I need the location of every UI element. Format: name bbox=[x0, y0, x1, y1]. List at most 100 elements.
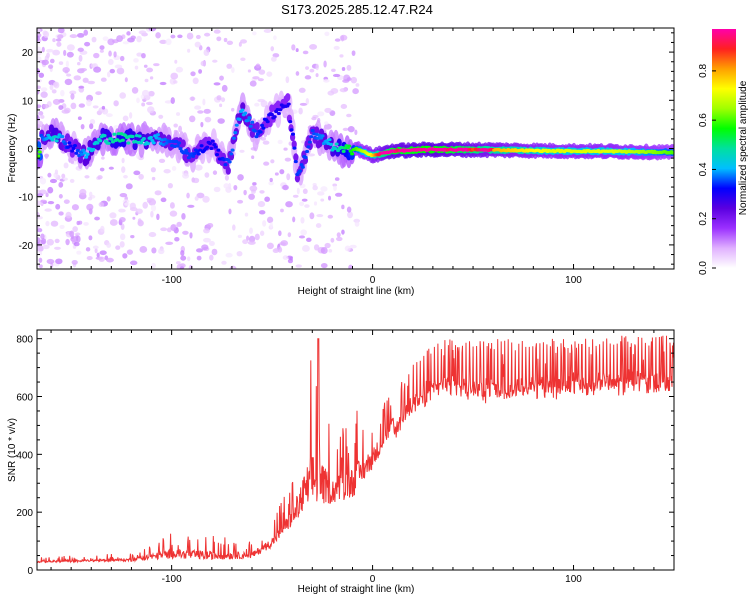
spectrogram-speckle bbox=[165, 38, 172, 46]
spectrogram-speckle bbox=[231, 66, 235, 73]
spectrogram-speckle bbox=[244, 212, 249, 217]
spectrogram-speckle bbox=[189, 96, 196, 101]
spectrogram-speckle bbox=[320, 198, 325, 202]
spectrogram-speckle bbox=[101, 156, 105, 160]
spectrogram-speckle bbox=[151, 176, 156, 181]
snr-frame bbox=[36, 329, 675, 571]
spectrogram-speckle bbox=[92, 105, 99, 109]
spectrogram-speckle bbox=[301, 198, 308, 202]
spectrogram-speckle bbox=[141, 89, 150, 97]
spectrogram-speckle bbox=[278, 230, 282, 237]
spectrogram-ridge-core bbox=[137, 134, 142, 138]
spectrogram-ridge-core bbox=[350, 152, 355, 156]
spectrogram-speckle bbox=[150, 204, 157, 212]
colorbar: 0.0 0.2 0.4 0.6 0.8 Normalized spectral ampl… bbox=[698, 29, 749, 275]
spectrogram-speckle bbox=[97, 175, 103, 180]
spectrogram-speckle bbox=[331, 68, 336, 72]
spectrogram-speckle bbox=[89, 118, 96, 125]
spectrogram-speckle bbox=[252, 182, 257, 186]
spectrogram-ridge-core bbox=[231, 136, 236, 140]
spectrogram-speckle bbox=[44, 153, 49, 160]
spectrogram-ridge-core bbox=[260, 123, 265, 127]
spectrogram-speckle bbox=[106, 196, 111, 202]
spectrogram-speckle bbox=[220, 97, 226, 103]
spectrogram-speckle bbox=[315, 73, 319, 78]
spectrogram-ridge-core bbox=[245, 118, 250, 122]
spectrogram-speckle bbox=[189, 115, 196, 123]
spectrogram-speckle bbox=[254, 102, 260, 107]
spectrogram-speckle bbox=[286, 173, 291, 181]
spectrogram-ridge-core bbox=[255, 132, 260, 136]
spectrogram-speckle bbox=[122, 115, 129, 122]
spectrogram-speckle bbox=[94, 216, 100, 221]
spectrogram-speckle bbox=[351, 50, 356, 56]
spectrogram-speckle bbox=[316, 214, 324, 218]
spectrogram-speckle bbox=[259, 230, 265, 236]
spectrogram-x-ticks: -100 0 100 bbox=[50, 28, 655, 286]
spectrogram-speckle bbox=[204, 32, 211, 37]
spectrogram-speckle bbox=[78, 103, 86, 108]
spectrogram-speckle bbox=[307, 153, 315, 157]
spectrogram-ridge-core bbox=[175, 144, 180, 148]
spectrogram-speckle bbox=[285, 201, 293, 208]
spectrogram-speckle bbox=[40, 91, 48, 98]
spectrogram-ridge-core bbox=[130, 134, 135, 139]
spectrogram-speckle bbox=[37, 105, 41, 109]
spectrogram-y-tick-label: -20 bbox=[19, 241, 34, 252]
spectrogram-speckle bbox=[302, 188, 308, 195]
spectrogram-speckle bbox=[339, 54, 344, 58]
spectrogram-speckle bbox=[70, 93, 75, 100]
spectrogram-speckle bbox=[169, 202, 175, 209]
spectrogram-speckle bbox=[296, 187, 300, 195]
spectrogram-speckle bbox=[54, 169, 59, 175]
spectrogram-speckle bbox=[320, 246, 328, 254]
spectrogram-speckle bbox=[98, 202, 105, 207]
spectrogram-ridge-outer bbox=[314, 126, 320, 135]
spectrogram-ridge-core bbox=[328, 142, 333, 146]
spectrogram-speckle bbox=[113, 100, 119, 107]
spectrogram-speckle bbox=[158, 248, 165, 255]
spectrogram-speckle bbox=[38, 257, 43, 263]
spectrogram-x-tick-label: -100 bbox=[162, 275, 182, 286]
spectrogram-speckle bbox=[195, 248, 203, 253]
spectrogram-ridge-core bbox=[192, 152, 197, 156]
snr-y-ticks: 0 200 400 600 800 bbox=[16, 335, 674, 577]
spectrogram-speckle bbox=[156, 213, 160, 221]
colorbar-gradient bbox=[712, 29, 736, 268]
spectrogram-ridge-core bbox=[248, 124, 253, 128]
spectrogram-speckle bbox=[189, 232, 193, 239]
spectrogram-speckle bbox=[141, 102, 146, 107]
spectrogram-speckle bbox=[95, 91, 102, 96]
spectrogram-speckle bbox=[148, 232, 157, 238]
spectrogram-speckle bbox=[150, 167, 156, 173]
spectrogram-speckle bbox=[136, 52, 143, 57]
spectrogram-speckle bbox=[138, 173, 144, 180]
spectrogram-speckle bbox=[136, 35, 142, 43]
spectrogram-ridge-outer bbox=[291, 140, 297, 149]
spectrogram-speckle bbox=[160, 227, 168, 232]
spectrogram-speckle bbox=[249, 185, 258, 192]
spectrogram-speckle bbox=[77, 116, 82, 121]
spectrogram-speckle bbox=[126, 31, 131, 36]
spectrogram-speckle bbox=[346, 206, 352, 213]
spectrogram-speckle bbox=[143, 64, 148, 68]
spectrogram-speckle bbox=[247, 69, 252, 73]
spectrogram-speckle bbox=[106, 113, 113, 118]
spectrogram-speckle bbox=[282, 255, 289, 260]
spectrogram-speckle bbox=[257, 98, 266, 103]
spectrogram-speckle bbox=[72, 226, 78, 232]
spectrogram-speckle bbox=[37, 90, 40, 95]
spectrogram-ridge-core bbox=[216, 148, 221, 152]
spectrogram-speckle bbox=[328, 195, 332, 201]
spectrogram-speckle bbox=[37, 216, 43, 220]
spectrogram-ridge-outer bbox=[180, 139, 186, 148]
spectrogram-speckle bbox=[342, 127, 349, 132]
spectrogram-speckle bbox=[262, 220, 267, 227]
spectrogram-speckle bbox=[88, 235, 93, 241]
spectrogram-speckle bbox=[119, 217, 126, 223]
spectrogram-ridge-core bbox=[289, 128, 294, 132]
spectrogram-speckle bbox=[177, 34, 183, 39]
spectrogram-ridge-core bbox=[191, 154, 196, 158]
spectrogram-speckle bbox=[63, 162, 69, 169]
spectrogram-speckle bbox=[306, 237, 312, 243]
